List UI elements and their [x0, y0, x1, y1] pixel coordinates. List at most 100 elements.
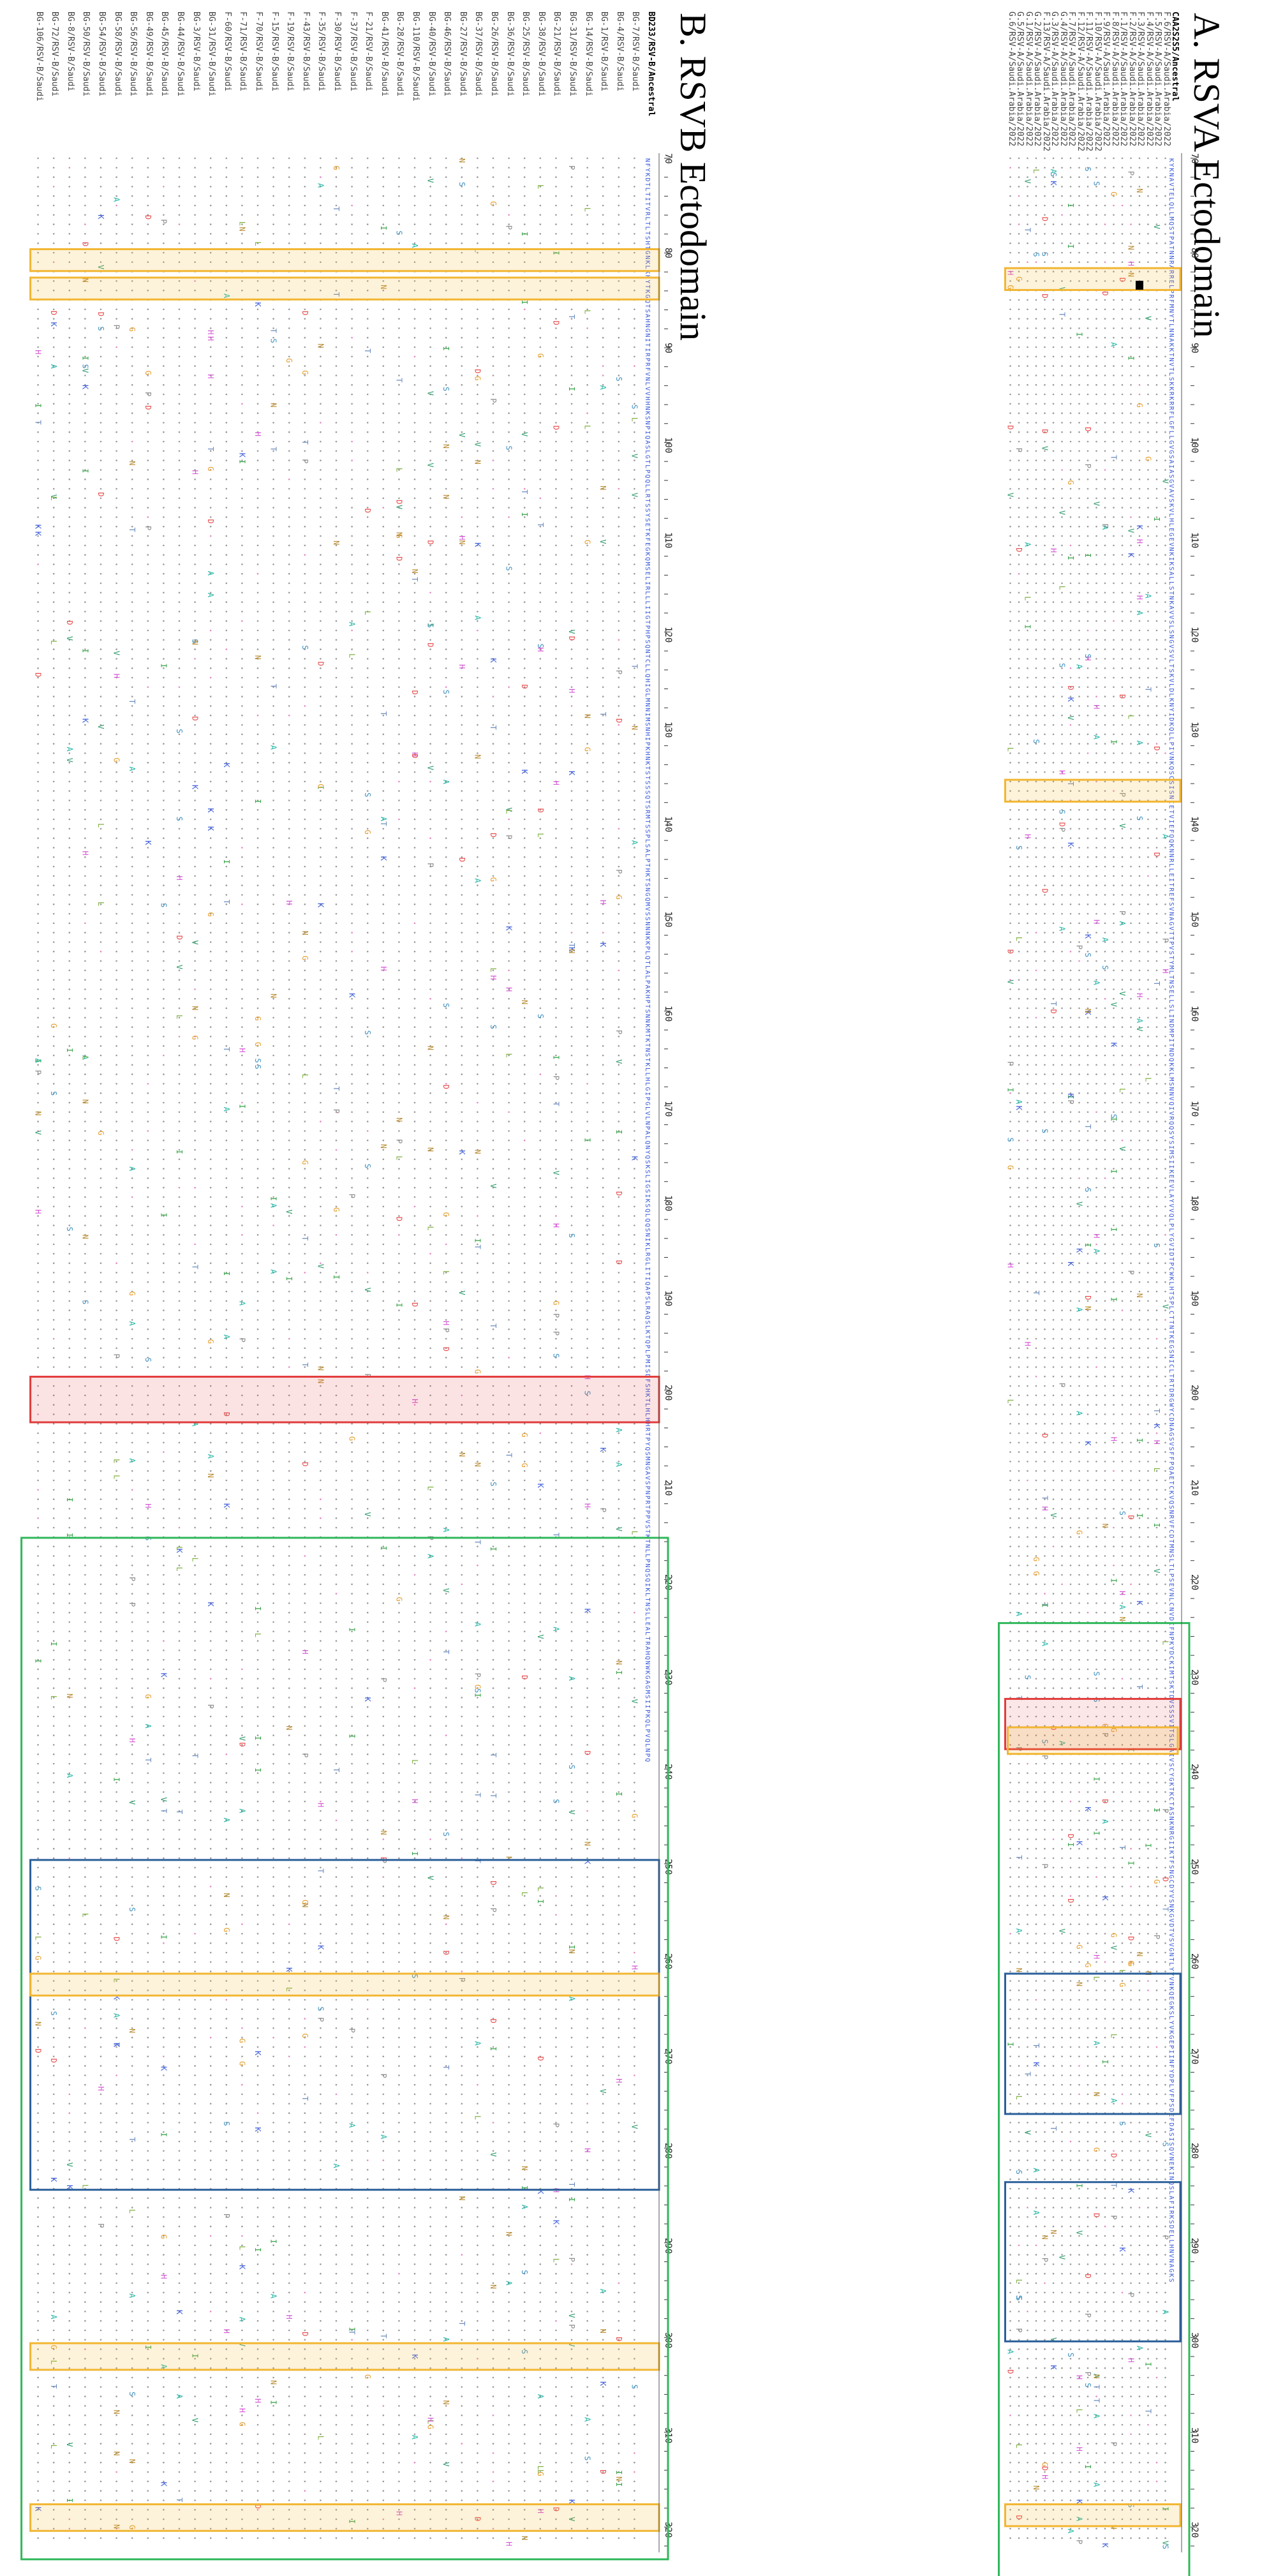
alignment-dot — [1018, 1413, 1020, 1415]
alignment-dot — [1147, 1092, 1149, 1094]
alignment-dot — [1164, 667, 1166, 669]
alignment-dot — [1113, 969, 1115, 972]
alignment-dot — [1121, 1177, 1124, 1179]
alignment-dot — [1155, 1989, 1158, 1992]
alignment-dot — [1147, 422, 1149, 424]
alignment-dot — [1147, 752, 1149, 754]
alignment-dot — [1138, 1479, 1141, 1482]
alignment-dot — [1069, 497, 1072, 500]
alignment-dot — [1104, 167, 1106, 169]
alignment-dot — [1078, 960, 1080, 962]
alignment-dot — [1130, 847, 1132, 849]
alignment-dot — [1035, 1243, 1037, 1246]
alignment-dot — [1095, 837, 1097, 839]
alignment-dot — [1027, 828, 1028, 830]
alignment-dot — [1044, 1593, 1046, 1595]
alignment-dot — [1104, 1281, 1106, 1283]
alignment-dot — [1155, 1611, 1158, 1614]
alignment-dot — [1061, 412, 1063, 414]
alignment-dot — [1044, 1489, 1046, 1491]
alignment-dot — [1087, 620, 1089, 622]
alignment-dot — [1147, 705, 1149, 707]
alignment-dot — [1155, 2065, 1158, 2067]
alignment-dot — [1095, 969, 1097, 972]
alignment-dot — [1164, 1800, 1166, 1803]
alignment-dot — [1044, 1243, 1046, 1246]
alignment-dot — [1113, 327, 1115, 329]
alignment-dot — [1027, 1054, 1028, 1057]
alignment-dot — [1130, 648, 1132, 650]
alignment-dot — [1052, 1149, 1055, 1151]
alignment-dot — [1130, 1404, 1132, 1406]
alignment-dot — [1147, 648, 1149, 650]
alignment-dot — [1121, 195, 1124, 197]
alignment-dot — [1147, 450, 1149, 452]
alignment-dot — [1147, 318, 1149, 320]
alignment-dot — [1147, 724, 1149, 726]
alignment-dot — [1130, 676, 1132, 679]
alignment-dot — [1130, 497, 1132, 500]
alignment-dot — [1155, 808, 1158, 811]
alignment-dot — [1155, 1007, 1158, 1009]
alignment-dot — [1078, 1045, 1080, 1047]
alignment-dot — [1164, 1942, 1166, 1944]
alignment-dot — [1035, 884, 1037, 886]
alignment-dot — [1035, 346, 1037, 348]
alignment-dot — [1104, 431, 1106, 433]
alignment-dot — [1061, 894, 1063, 896]
alignment-dot — [1035, 1139, 1037, 1142]
alignment-dot — [1044, 950, 1046, 953]
alignment-dot — [1095, 488, 1097, 490]
alignment-dot — [1104, 761, 1106, 764]
alignment-dot — [1155, 582, 1158, 584]
alignment-dot — [1164, 714, 1166, 717]
alignment-dot — [1113, 1611, 1115, 1614]
alignment-dot — [1027, 469, 1028, 471]
alignment-dot — [1095, 507, 1097, 509]
alignment-dot — [1018, 1337, 1020, 1340]
alignment-dot — [1138, 1357, 1141, 1359]
alignment-dot — [1035, 431, 1037, 433]
alignment-dot — [1121, 242, 1124, 244]
alignment-dot — [1113, 979, 1115, 981]
alignment-dot — [1078, 875, 1080, 877]
alignment-dot — [1147, 1658, 1149, 1661]
alignment-dot — [1087, 1545, 1089, 1547]
alignment-dot — [1035, 1073, 1037, 1075]
alignment-dot — [1044, 1404, 1046, 1406]
alignment-dot — [1052, 1555, 1055, 1557]
alignment-dot — [1018, 1583, 1020, 1586]
alignment-dot — [1069, 1517, 1072, 1519]
alignment-dot — [1164, 2103, 1166, 2105]
alignment-dot — [1035, 997, 1037, 1000]
alignment-dot — [1095, 261, 1097, 264]
alignment-dot — [1155, 1876, 1158, 1878]
alignment-dot — [1069, 979, 1072, 981]
alignment-dot — [1027, 1422, 1028, 1425]
alignment-dot — [1027, 1205, 1028, 1208]
alignment-dot — [1104, 1564, 1106, 1567]
alignment-dot — [1052, 1281, 1055, 1283]
alignment-dot — [1052, 1139, 1055, 1142]
alignment-dot — [1069, 875, 1072, 877]
alignment-dot — [1087, 1574, 1089, 1576]
alignment-dot — [1130, 233, 1132, 235]
alignment-dot — [1061, 1422, 1063, 1425]
alignment-dot — [1164, 2036, 1166, 2039]
alignment-dot — [1069, 894, 1072, 896]
alignment-dot — [1069, 1545, 1072, 1547]
alignment-dot — [1095, 1290, 1097, 1293]
alignment-dot — [1052, 242, 1055, 244]
alignment-dot — [1113, 1054, 1115, 1057]
alignment-dot — [1155, 1215, 1158, 1217]
alignment-dot — [1164, 903, 1166, 905]
alignment-dot — [1052, 1016, 1055, 1019]
alignment-dot — [1121, 403, 1124, 405]
alignment-dot — [1155, 1980, 1158, 1982]
alignment-dot — [1035, 1451, 1037, 1453]
alignment-dot — [1061, 1300, 1063, 1302]
alignment-dot — [1155, 1149, 1158, 1151]
alignment-dot — [1147, 1923, 1149, 1925]
alignment-dot — [1138, 327, 1141, 329]
alignment-dot — [1130, 1243, 1132, 1246]
